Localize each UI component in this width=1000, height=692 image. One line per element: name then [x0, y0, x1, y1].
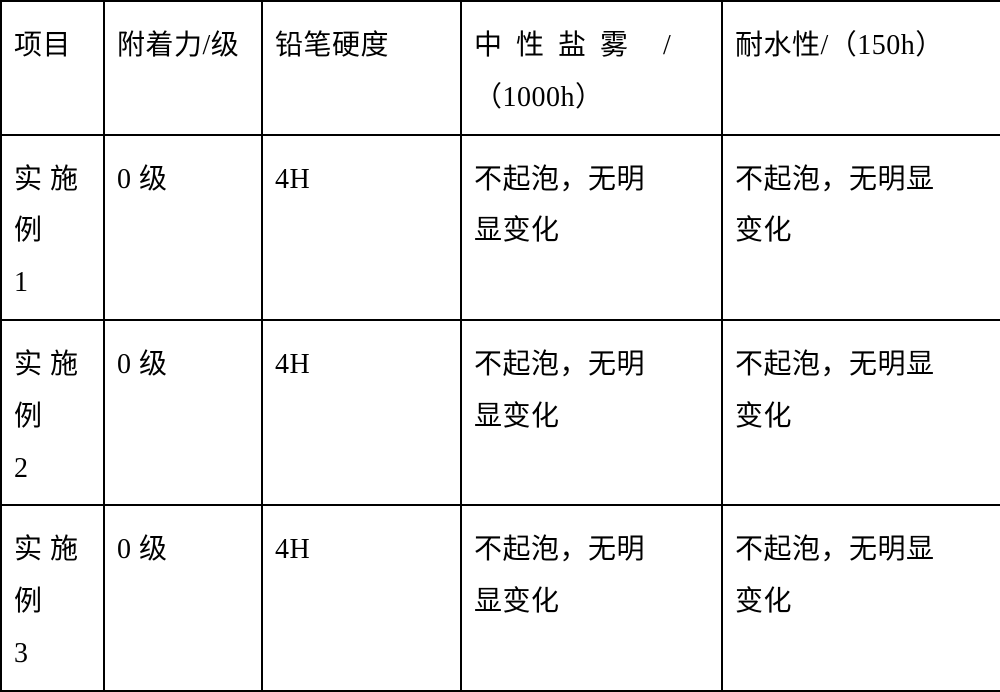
col-header-salt-line1: 中性盐雾 /	[474, 30, 685, 61]
cell-item-line2: 1	[14, 267, 29, 298]
table-row: 实 施 例 2 0 级 4H 不起泡，无明 显变化 不起泡，无明显 变化	[1, 320, 1000, 505]
cell-item-line2: 3	[14, 638, 29, 669]
cell-water-line1: 不起泡，无明显	[735, 534, 935, 565]
cell-salt-line1: 不起泡，无明	[474, 349, 645, 380]
cell-salt: 不起泡，无明 显变化	[461, 320, 722, 505]
cell-item: 实 施 例 2	[1, 320, 104, 505]
cell-item: 实 施 例 3	[1, 505, 104, 690]
cell-salt-line1: 不起泡，无明	[474, 164, 645, 195]
data-table: 项目 附着力/级 铅笔硬度 中性盐雾 / （1000h） 耐水性/（150h） …	[0, 0, 1000, 692]
cell-pencil: 4H	[262, 320, 461, 505]
cell-salt: 不起泡，无明 显变化	[461, 505, 722, 690]
cell-item-line1: 实 施 例	[14, 349, 79, 432]
cell-salt-line2: 显变化	[474, 586, 560, 617]
table-row: 实 施 例 1 0 级 4H 不起泡，无明 显变化 不起泡，无明显 变化	[1, 135, 1000, 320]
table-row: 实 施 例 3 0 级 4H 不起泡，无明 显变化 不起泡，无明显 变化	[1, 505, 1000, 690]
cell-salt: 不起泡，无明 显变化	[461, 135, 722, 320]
cell-adhesion: 0 级	[104, 320, 262, 505]
cell-item: 实 施 例 1	[1, 135, 104, 320]
col-header-salt: 中性盐雾 / （1000h）	[461, 1, 722, 135]
table-header-row: 项目 附着力/级 铅笔硬度 中性盐雾 / （1000h） 耐水性/（150h）	[1, 1, 1000, 135]
cell-water: 不起泡，无明显 变化	[722, 320, 1000, 505]
cell-item-line1: 实 施 例	[14, 164, 79, 247]
cell-item-line1: 实 施 例	[14, 534, 79, 617]
cell-water-line1: 不起泡，无明显	[735, 164, 935, 195]
cell-water-line2: 变化	[735, 401, 792, 432]
data-table-container: 项目 附着力/级 铅笔硬度 中性盐雾 / （1000h） 耐水性/（150h） …	[0, 0, 1000, 571]
cell-adhesion: 0 级	[104, 505, 262, 690]
cell-adhesion: 0 级	[104, 135, 262, 320]
cell-item-line2: 2	[14, 453, 29, 484]
cell-pencil: 4H	[262, 135, 461, 320]
col-header-water: 耐水性/（150h）	[722, 1, 1000, 135]
col-header-adhesion: 附着力/级	[104, 1, 262, 135]
col-header-item: 项目	[1, 1, 104, 135]
cell-pencil: 4H	[262, 505, 461, 690]
col-header-salt-line2: （1000h）	[474, 82, 604, 113]
cell-water: 不起泡，无明显 变化	[722, 135, 1000, 320]
cell-salt-line1: 不起泡，无明	[474, 534, 645, 565]
cell-water-line2: 变化	[735, 215, 792, 246]
cell-water-line1: 不起泡，无明显	[735, 349, 935, 380]
cell-salt-line2: 显变化	[474, 215, 560, 246]
cell-water-line2: 变化	[735, 586, 792, 617]
cell-water: 不起泡，无明显 变化	[722, 505, 1000, 690]
cell-salt-line2: 显变化	[474, 401, 560, 432]
col-header-pencil: 铅笔硬度	[262, 1, 461, 135]
